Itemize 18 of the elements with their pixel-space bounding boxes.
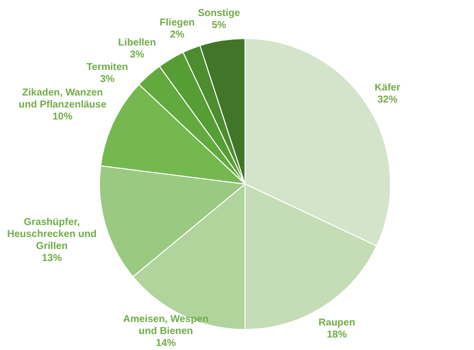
slice-label: Zikaden, Wanzen und Pflanzenläuse — [18, 88, 107, 110]
data-label: 32% — [377, 94, 398, 106]
data-label: 5% — [212, 20, 226, 32]
data-label: 18% — [326, 330, 347, 341]
slice-label: Raupen — [318, 318, 356, 329]
data-label: 3% — [100, 74, 115, 85]
data-label: 13% — [42, 252, 62, 264]
slice-label: Käfer — [374, 82, 400, 94]
data-label: 10% — [52, 112, 73, 122]
slice-label: Libellen — [118, 37, 156, 48]
slice-label: Ameisen, Wespen und Bienen — [123, 314, 209, 337]
slice-label: Sonstige — [198, 8, 240, 20]
data-label: 14% — [156, 338, 176, 349]
data-label: 2% — [170, 30, 185, 41]
slice-label: Termiten — [86, 62, 128, 73]
slice-label: Fliegen — [160, 18, 195, 29]
slice-label: Grashüpfer, Heuschrecken und Grillen — [7, 216, 97, 252]
data-label: 3% — [130, 49, 144, 60]
